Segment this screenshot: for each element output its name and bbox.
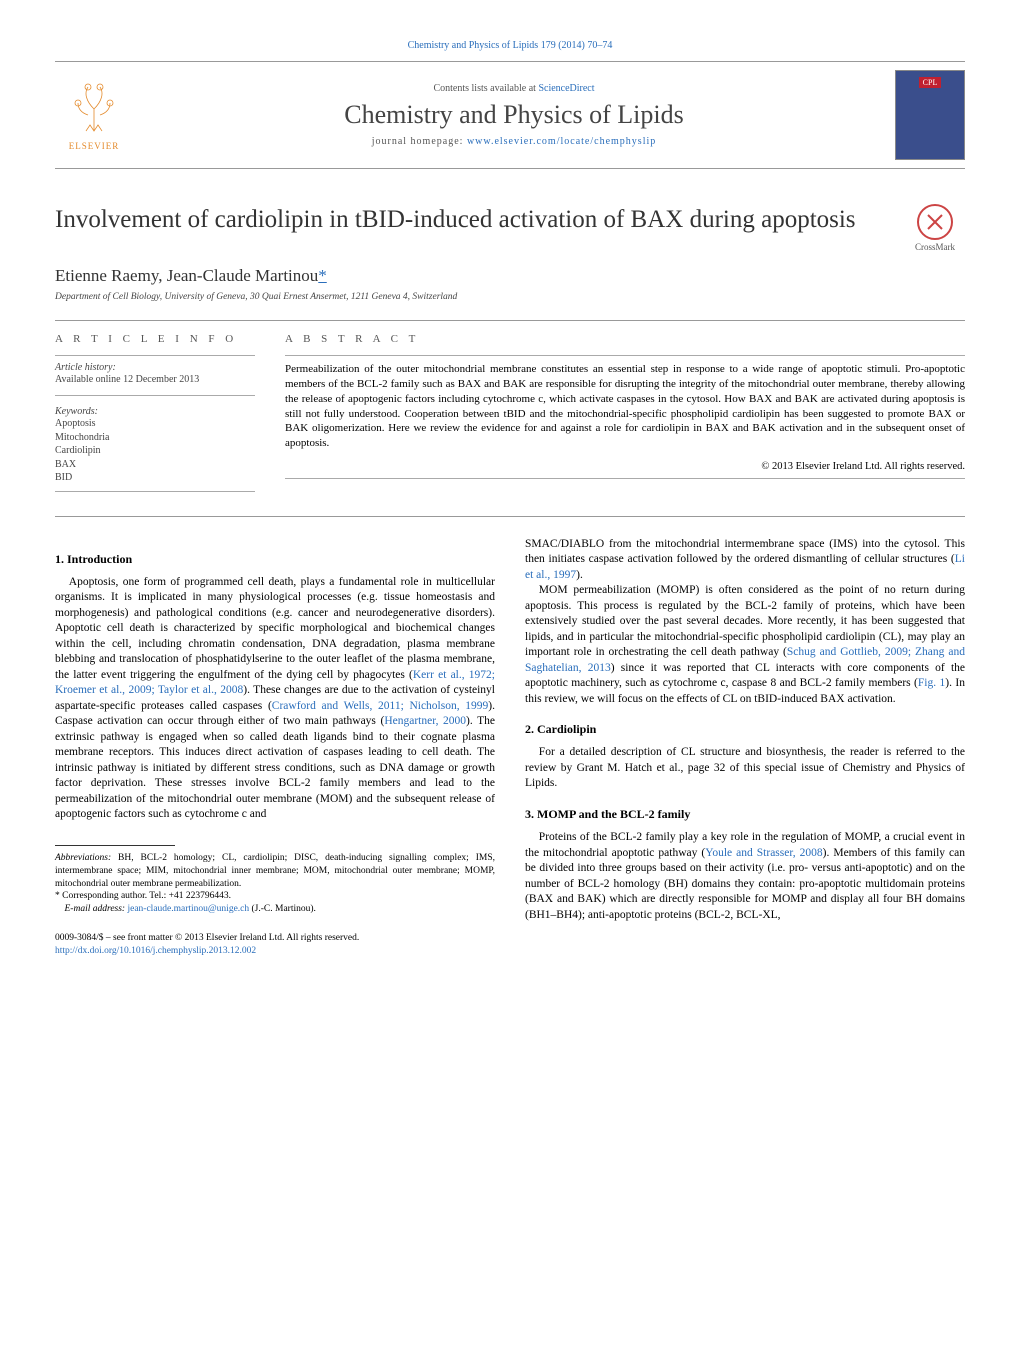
email-link[interactable]: jean-claude.martinou@unige.ch	[127, 904, 249, 914]
keyword: BAX	[55, 458, 255, 472]
section-1-head: 1. Introduction	[55, 551, 495, 567]
affiliation: Department of Cell Biology, University o…	[55, 292, 965, 302]
footnote-rule	[55, 845, 175, 846]
crossmark-badge[interactable]: CrossMark	[905, 204, 965, 252]
info-divider	[55, 395, 255, 396]
crossmark-label: CrossMark	[915, 242, 955, 252]
info-divider	[55, 355, 255, 356]
header-citation: Chemistry and Physics of Lipids 179 (201…	[55, 40, 965, 51]
keyword: Apoptosis	[55, 417, 255, 431]
intro-paragraph: Apoptosis, one form of programmed cell d…	[55, 575, 495, 823]
corresponding-marker[interactable]: *	[318, 266, 327, 285]
momp-paragraph: Proteins of the BCL-2 family play a key …	[525, 830, 965, 923]
column-left: 1. Introduction Apoptosis, one form of p…	[55, 537, 495, 958]
abstract-copyright: © 2013 Elsevier Ireland Ltd. All rights …	[285, 461, 965, 472]
divider	[55, 516, 965, 517]
abstract-divider	[285, 355, 965, 356]
front-matter-line: 0009-3084/$ – see front matter © 2013 El…	[55, 932, 495, 945]
abbreviations-footnote: Abbreviations: BH, BCL-2 homology; CL, c…	[55, 852, 495, 890]
journal-homepage-link[interactable]: www.elsevier.com/locate/chemphyslip	[467, 136, 656, 147]
article-info-box: A R T I C L E I N F O Article history: A…	[55, 333, 255, 498]
text-run: SMAC/DIABLO from the mitochondrial inter…	[525, 538, 965, 566]
keyword: BID	[55, 471, 255, 485]
citation-link[interactable]: Hengartner, 2000	[384, 715, 466, 727]
text-run: ).	[576, 569, 583, 581]
history-label: Article history:	[55, 362, 255, 373]
abstract-box: A B S T R A C T Permeabilization of the …	[285, 333, 965, 498]
contents-available-line: Contents lists available at ScienceDirec…	[133, 83, 895, 94]
abstract-text: Permeabilization of the outer mitochondr…	[285, 362, 965, 451]
keyword: Cardiolipin	[55, 444, 255, 458]
abstract-divider	[285, 478, 965, 479]
homepage-prefix: journal homepage:	[372, 136, 467, 147]
journal-name: Chemistry and Physics of Lipids	[133, 100, 895, 130]
divider	[55, 320, 965, 321]
cover-abbrev: CPL	[919, 77, 942, 88]
citation-link[interactable]: Crawford and Wells, 2011; Nicholson, 199…	[272, 700, 489, 712]
doi-link[interactable]: http://dx.doi.org/10.1016/j.chemphyslip.…	[55, 946, 256, 956]
corresponding-footnote: * Corresponding author. Tel.: +41 223796…	[55, 890, 495, 903]
section-2-head: 2. Cardiolipin	[525, 721, 965, 737]
title-block: Involvement of cardiolipin in tBID-induc…	[55, 204, 965, 252]
authors-text: Etienne Raemy, Jean-Claude Martinou	[55, 266, 318, 285]
keyword: Mitochondria	[55, 431, 255, 445]
homepage-line: journal homepage: www.elsevier.com/locat…	[133, 136, 895, 147]
abstract-header: A B S T R A C T	[285, 333, 965, 345]
sciencedirect-link[interactable]: ScienceDirect	[538, 83, 594, 94]
col2-paragraph-2: MOM permeabilization (MOMP) is often con…	[525, 583, 965, 707]
publisher-logo: ELSEVIER	[55, 70, 133, 160]
elsevier-tree-icon	[64, 79, 124, 139]
email-suffix: (J.-C. Martinou).	[249, 904, 316, 914]
section-3-head: 3. MOMP and the BCL-2 family	[525, 806, 965, 822]
journal-cover-thumbnail: CPL	[895, 70, 965, 160]
contents-prefix: Contents lists available at	[433, 83, 538, 94]
crossmark-icon	[917, 204, 953, 240]
page-root: Chemistry and Physics of Lipids 179 (201…	[0, 0, 1020, 998]
abbrev-text: BH, BCL-2 homology; CL, cardiolipin; DIS…	[55, 853, 495, 889]
history-line: Available online 12 December 2013	[55, 374, 255, 385]
masthead-center: Contents lists available at ScienceDirec…	[133, 83, 895, 147]
citation-link[interactable]: Youle and Strasser, 2008	[705, 847, 822, 859]
masthead: ELSEVIER Contents lists available at Sci…	[55, 61, 965, 169]
info-divider	[55, 491, 255, 492]
article-info-header: A R T I C L E I N F O	[55, 333, 255, 345]
text-run: Apoptosis, one form of programmed cell d…	[55, 576, 495, 681]
abbrev-label: Abbreviations:	[55, 853, 111, 863]
body-columns: 1. Introduction Apoptosis, one form of p…	[55, 537, 965, 958]
cardiolipin-paragraph: For a detailed description of CL structu…	[525, 745, 965, 792]
keywords-label: Keywords:	[55, 406, 255, 417]
email-label: E-mail address:	[65, 904, 128, 914]
email-footnote: E-mail address: jean-claude.martinou@uni…	[55, 903, 495, 916]
bottom-bar: 0009-3084/$ – see front matter © 2013 El…	[55, 932, 495, 958]
authors-line: Etienne Raemy, Jean-Claude Martinou*	[55, 266, 965, 286]
publisher-name: ELSEVIER	[69, 141, 120, 151]
article-title: Involvement of cardiolipin in tBID-induc…	[55, 204, 885, 235]
figure-link[interactable]: Fig. 1	[918, 677, 945, 689]
col2-continuation: SMAC/DIABLO from the mitochondrial inter…	[525, 537, 965, 584]
info-abstract-row: A R T I C L E I N F O Article history: A…	[55, 333, 965, 498]
text-run: ). The extrinsic pathway is engaged when…	[55, 715, 495, 820]
column-right: SMAC/DIABLO from the mitochondrial inter…	[525, 537, 965, 958]
